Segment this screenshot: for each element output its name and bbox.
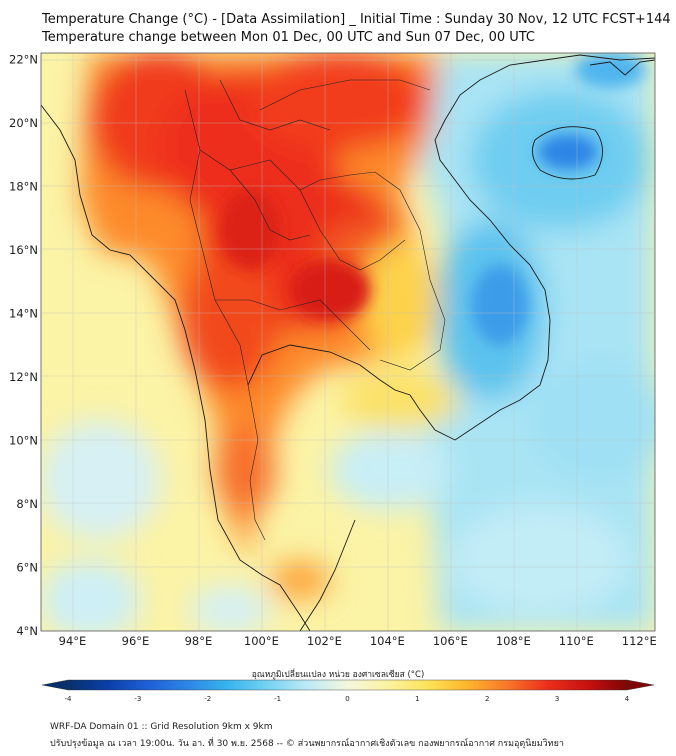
colorbar-tick-label: 0 — [345, 695, 349, 703]
map-title: Temperature Change (°C) - [Data Assimila… — [42, 12, 671, 27]
lat-label: 6°N — [16, 560, 38, 574]
model-info: WRF-DA Domain 01 :: Grid Resolution 9km … — [50, 722, 273, 732]
temperature-field — [41, 53, 655, 631]
colorbar-tick-label: 1 — [415, 695, 419, 703]
lon-label: 96°E — [122, 634, 150, 648]
update-info: ปรับปรุงข้อมูล ณ เวลา 19:00น. วัน อา. ที… — [50, 739, 564, 749]
lat-label: 14°N — [9, 306, 38, 320]
longitude-labels: 94°E 96°E 98°E 100°E 102°E 104°E 106°E 108°E 110… — [59, 634, 657, 648]
lon-label: 110°E — [559, 634, 594, 648]
colorbar-label: อุณหภูมิเปลี่ยนแปลง หน่วย องศาเซลเซียส (… — [251, 670, 425, 680]
lon-label: 100°E — [244, 634, 279, 648]
lon-label: 108°E — [496, 634, 531, 648]
colorbar-tick-label: 3 — [555, 695, 559, 703]
colorbar-max-extend — [626, 679, 655, 691]
colorbar-tick-label: -2 — [204, 695, 211, 703]
coastlines — [41, 54, 655, 631]
colorbar-min-extend — [41, 679, 69, 691]
gridlines — [41, 53, 655, 631]
colorbar-tick-label: 4 — [625, 695, 630, 703]
colorbar-ticks: -4 -3 -2 -1 0 1 2 3 4 — [65, 695, 630, 703]
map-frame — [40, 52, 656, 632]
lat-label: 12°N — [9, 370, 38, 384]
lon-label: 112°E — [622, 634, 657, 648]
lat-label: 10°N — [9, 433, 38, 447]
latitude-labels: 22°N 20°N 18°N 16°N 14°N 12°N 10°N 8°N 6°N 4°N — [9, 52, 38, 638]
lat-label: 18°N — [9, 179, 38, 193]
colorbar-tick-label: -1 — [274, 695, 281, 703]
lat-label: 16°N — [9, 243, 38, 257]
lat-label: 20°N — [9, 116, 38, 130]
colorbar-gradient — [67, 679, 628, 691]
map-subtitle: Temperature change between Mon 01 Dec, 0… — [42, 30, 536, 45]
lat-label: 4°N — [16, 624, 38, 638]
lon-label: 102°E — [307, 634, 342, 648]
lon-label: 104°E — [370, 634, 405, 648]
colorbar: -4 -3 -2 -1 0 1 2 3 4 — [41, 679, 655, 703]
lat-label: 22°N — [9, 52, 38, 66]
lon-label: 106°E — [433, 634, 468, 648]
colorbar-tick-label: -4 — [65, 695, 73, 703]
lon-label: 94°E — [59, 634, 87, 648]
country-borders — [184, 79, 446, 541]
lat-label: 8°N — [16, 497, 38, 511]
lon-label: 98°E — [185, 634, 213, 648]
colorbar-tick-label: -3 — [134, 695, 141, 703]
colorbar-tick-label: 2 — [485, 695, 489, 703]
